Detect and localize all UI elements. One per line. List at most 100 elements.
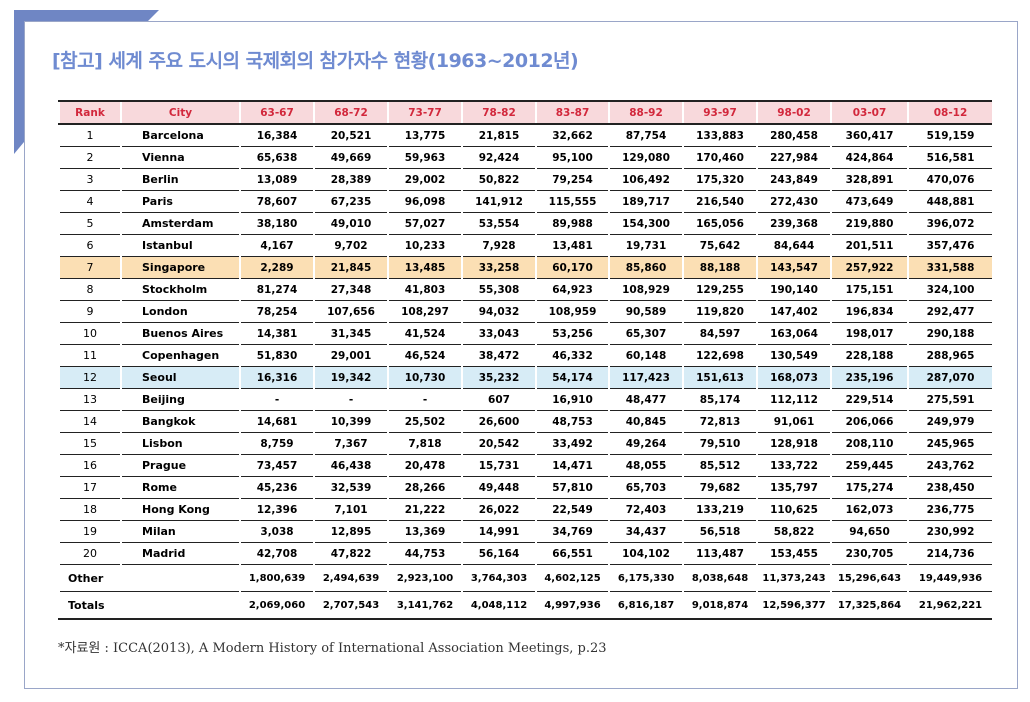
other-row: Other 1,800,639 2,494,639 2,923,100 3,764,30… bbox=[58, 564, 992, 592]
value-cell: 2,289 bbox=[239, 256, 314, 279]
value-cell: 196,834 bbox=[830, 300, 908, 323]
value-cell: 90,589 bbox=[608, 300, 683, 323]
value-cell: 3,038 bbox=[239, 520, 314, 543]
value-cell: 230,705 bbox=[830, 542, 908, 565]
value-cell: 130,549 bbox=[756, 344, 831, 367]
value-cell: 396,072 bbox=[907, 212, 992, 235]
value-cell: 7,101 bbox=[313, 498, 388, 521]
value-cell: 46,438 bbox=[313, 454, 388, 477]
city-cell: Hong Kong bbox=[120, 498, 240, 521]
value-cell: 79,510 bbox=[682, 432, 757, 455]
value-cell: 14,991 bbox=[461, 520, 536, 543]
value-cell: 214,736 bbox=[907, 542, 992, 565]
value-cell: 133,722 bbox=[756, 454, 831, 477]
value-cell: 16,384 bbox=[239, 124, 314, 147]
value-cell: 198,017 bbox=[830, 322, 908, 345]
value-cell: - bbox=[239, 388, 314, 411]
value-cell: 65,703 bbox=[608, 476, 683, 499]
value-cell: 81,274 bbox=[239, 278, 314, 301]
value-cell: 48,477 bbox=[608, 388, 683, 411]
value-cell: 49,264 bbox=[608, 432, 683, 455]
table-row: 10 Buenos Aires 14,381 31,345 41,524 33,043 53… bbox=[58, 322, 992, 345]
value-cell: 15,731 bbox=[461, 454, 536, 477]
column-header: 68-72 bbox=[313, 100, 388, 125]
corner-tab-left bbox=[14, 10, 24, 142]
column-header: 98-02 bbox=[756, 100, 831, 125]
column-header: 08-12 bbox=[907, 100, 992, 125]
table-row: 9 London 78,254 107,656 108,297 94,032 108,959… bbox=[58, 300, 992, 323]
table-row: 2 Vienna 65,638 49,669 59,963 92,424 95,100 129… bbox=[58, 146, 992, 169]
value-cell: 470,076 bbox=[907, 168, 992, 191]
table-row: 19 Milan 3,038 12,895 13,369 14,991 34,769 34,4… bbox=[58, 520, 992, 543]
city-cell: Barcelona bbox=[120, 124, 240, 147]
value-cell: 328,891 bbox=[830, 168, 908, 191]
value-cell: 288,965 bbox=[907, 344, 992, 367]
totals-row-label: Totals bbox=[58, 591, 240, 620]
value-cell: 19,731 bbox=[608, 234, 683, 257]
value-cell: 473,649 bbox=[830, 190, 908, 213]
value-cell: 95,100 bbox=[535, 146, 609, 169]
value-cell: 14,681 bbox=[239, 410, 314, 433]
table-row: 8 Stockholm 81,274 27,348 41,803 55,308 64,923… bbox=[58, 278, 992, 301]
value-cell: 34,769 bbox=[535, 520, 609, 543]
value-cell: 58,822 bbox=[756, 520, 831, 543]
value-cell: 78,607 bbox=[239, 190, 314, 213]
value-cell: 60,148 bbox=[608, 344, 683, 367]
city-cell: Milan bbox=[120, 520, 240, 543]
value-cell: 117,423 bbox=[608, 366, 683, 389]
value-cell: 45,236 bbox=[239, 476, 314, 499]
rank-cell: 12 bbox=[58, 366, 121, 389]
table-row: 5 Amsterdam 38,180 49,010 57,027 53,554 89,988… bbox=[58, 212, 992, 235]
city-cell: Singapore bbox=[120, 256, 240, 279]
table-row: 1 Barcelona 16,384 20,521 13,775 21,815 32,662… bbox=[58, 124, 992, 147]
value-cell: 259,445 bbox=[830, 454, 908, 477]
value-cell: 27,348 bbox=[313, 278, 388, 301]
value-cell: 4,602,125 bbox=[535, 564, 609, 592]
value-cell: 87,754 bbox=[608, 124, 683, 147]
value-cell: 25,502 bbox=[387, 410, 462, 433]
value-cell: 33,258 bbox=[461, 256, 536, 279]
value-cell: 228,188 bbox=[830, 344, 908, 367]
value-cell: 12,895 bbox=[313, 520, 388, 543]
value-cell: 4,048,112 bbox=[461, 591, 536, 620]
value-cell: 84,597 bbox=[682, 322, 757, 345]
value-cell: 12,596,377 bbox=[756, 591, 831, 620]
rank-cell: 5 bbox=[58, 212, 121, 235]
value-cell: 20,478 bbox=[387, 454, 462, 477]
value-cell: 106,492 bbox=[608, 168, 683, 191]
value-cell: 13,369 bbox=[387, 520, 462, 543]
value-cell: 22,549 bbox=[535, 498, 609, 521]
table-row: 11 Copenhagen 51,830 29,001 46,524 38,472 46,3… bbox=[58, 344, 992, 367]
table-row: 20 Madrid 42,708 47,822 44,753 56,164 66,551 10… bbox=[58, 542, 992, 565]
value-cell: 189,717 bbox=[608, 190, 683, 213]
rank-cell: 15 bbox=[58, 432, 121, 455]
rank-cell: 19 bbox=[58, 520, 121, 543]
rank-cell: 14 bbox=[58, 410, 121, 433]
table-row: 12 Seoul 16,316 19,342 10,730 35,232 54,174 117… bbox=[58, 366, 992, 389]
value-cell: 13,775 bbox=[387, 124, 462, 147]
rank-cell: 6 bbox=[58, 234, 121, 257]
value-cell: 12,396 bbox=[239, 498, 314, 521]
value-cell: 108,297 bbox=[387, 300, 462, 323]
value-cell: 56,164 bbox=[461, 542, 536, 565]
value-cell: 110,625 bbox=[756, 498, 831, 521]
value-cell: 107,656 bbox=[313, 300, 388, 323]
value-cell: 162,073 bbox=[830, 498, 908, 521]
value-cell: 235,196 bbox=[830, 366, 908, 389]
value-cell: 2,923,100 bbox=[387, 564, 462, 592]
rank-cell: 17 bbox=[58, 476, 121, 499]
value-cell: 64,923 bbox=[535, 278, 609, 301]
table-header: Rank City 63-67 68-72 73-77 78-82 83-87 88-92 93… bbox=[58, 100, 992, 125]
value-cell: 38,472 bbox=[461, 344, 536, 367]
value-cell: 49,010 bbox=[313, 212, 388, 235]
value-cell: 33,043 bbox=[461, 322, 536, 345]
value-cell: 104,102 bbox=[608, 542, 683, 565]
value-cell: 60,170 bbox=[535, 256, 609, 279]
city-cell: Vienna bbox=[120, 146, 240, 169]
value-cell: 85,174 bbox=[682, 388, 757, 411]
value-cell: 21,845 bbox=[313, 256, 388, 279]
value-cell: 119,820 bbox=[682, 300, 757, 323]
value-cell: 79,682 bbox=[682, 476, 757, 499]
value-cell: 280,458 bbox=[756, 124, 831, 147]
value-cell: 519,159 bbox=[907, 124, 992, 147]
